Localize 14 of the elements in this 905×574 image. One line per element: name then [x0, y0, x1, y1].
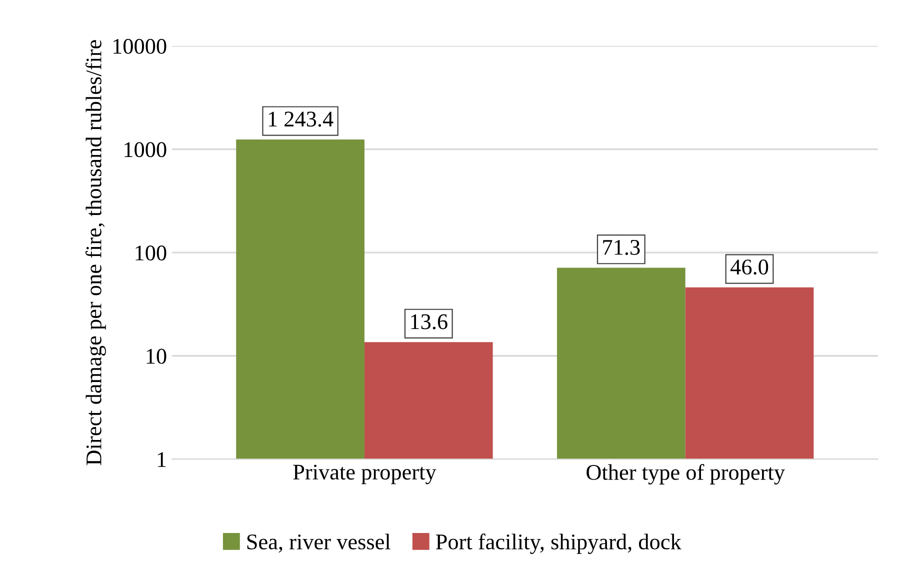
data-label: 13.6: [411, 314, 448, 330]
x-tick-label: Other type of property: [586, 464, 785, 484]
data-label: 71.3: [603, 240, 640, 255]
y-tick-label: 100: [136, 245, 166, 260]
legend-label: Sea, river vessel: [247, 534, 390, 553]
y-tick-label: 10000: [113, 38, 166, 54]
x-tick-label: Private property: [293, 464, 436, 484]
y-tick-label: 1: [158, 452, 166, 467]
y-tick-label: 1000: [124, 142, 166, 158]
y-axis-title: Direct damage per one fire, thousand rubles/fire: [86, 40, 106, 466]
data-label: 46.0: [730, 260, 768, 275]
data-label: 1 243.4: [268, 112, 334, 127]
legend-label: Port facility, shipyard, dock: [436, 534, 682, 554]
y-tick-label: 10: [146, 348, 166, 364]
